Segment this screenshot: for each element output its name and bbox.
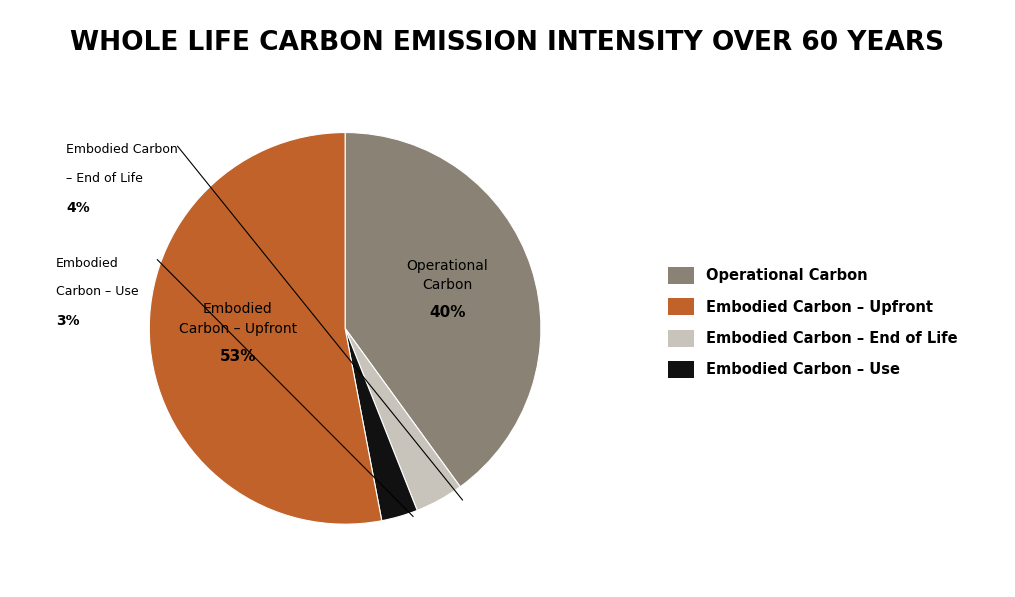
Text: Carbon – Use: Carbon – Use — [56, 285, 138, 298]
Text: Embodied: Embodied — [203, 302, 273, 316]
Text: Embodied: Embodied — [56, 257, 119, 270]
Text: WHOLE LIFE CARBON EMISSION INTENSITY OVER 60 YEARS: WHOLE LIFE CARBON EMISSION INTENSITY OVE… — [70, 30, 945, 56]
Text: 40%: 40% — [429, 305, 466, 320]
Text: Operational: Operational — [407, 259, 488, 273]
Text: Embodied Carbon: Embodied Carbon — [66, 143, 178, 156]
Text: 3%: 3% — [56, 314, 79, 328]
Legend: Operational Carbon, Embodied Carbon – Upfront, Embodied Carbon – End of Life, Em: Operational Carbon, Embodied Carbon – Up… — [662, 261, 963, 384]
Text: Carbon – Upfront: Carbon – Upfront — [179, 322, 297, 336]
Text: Carbon: Carbon — [422, 278, 473, 293]
Wedge shape — [345, 133, 541, 487]
Text: 53%: 53% — [219, 349, 256, 364]
Wedge shape — [345, 328, 460, 510]
Text: 4%: 4% — [66, 201, 89, 214]
Text: – End of Life: – End of Life — [66, 172, 143, 185]
Wedge shape — [345, 328, 417, 521]
Wedge shape — [149, 133, 382, 524]
